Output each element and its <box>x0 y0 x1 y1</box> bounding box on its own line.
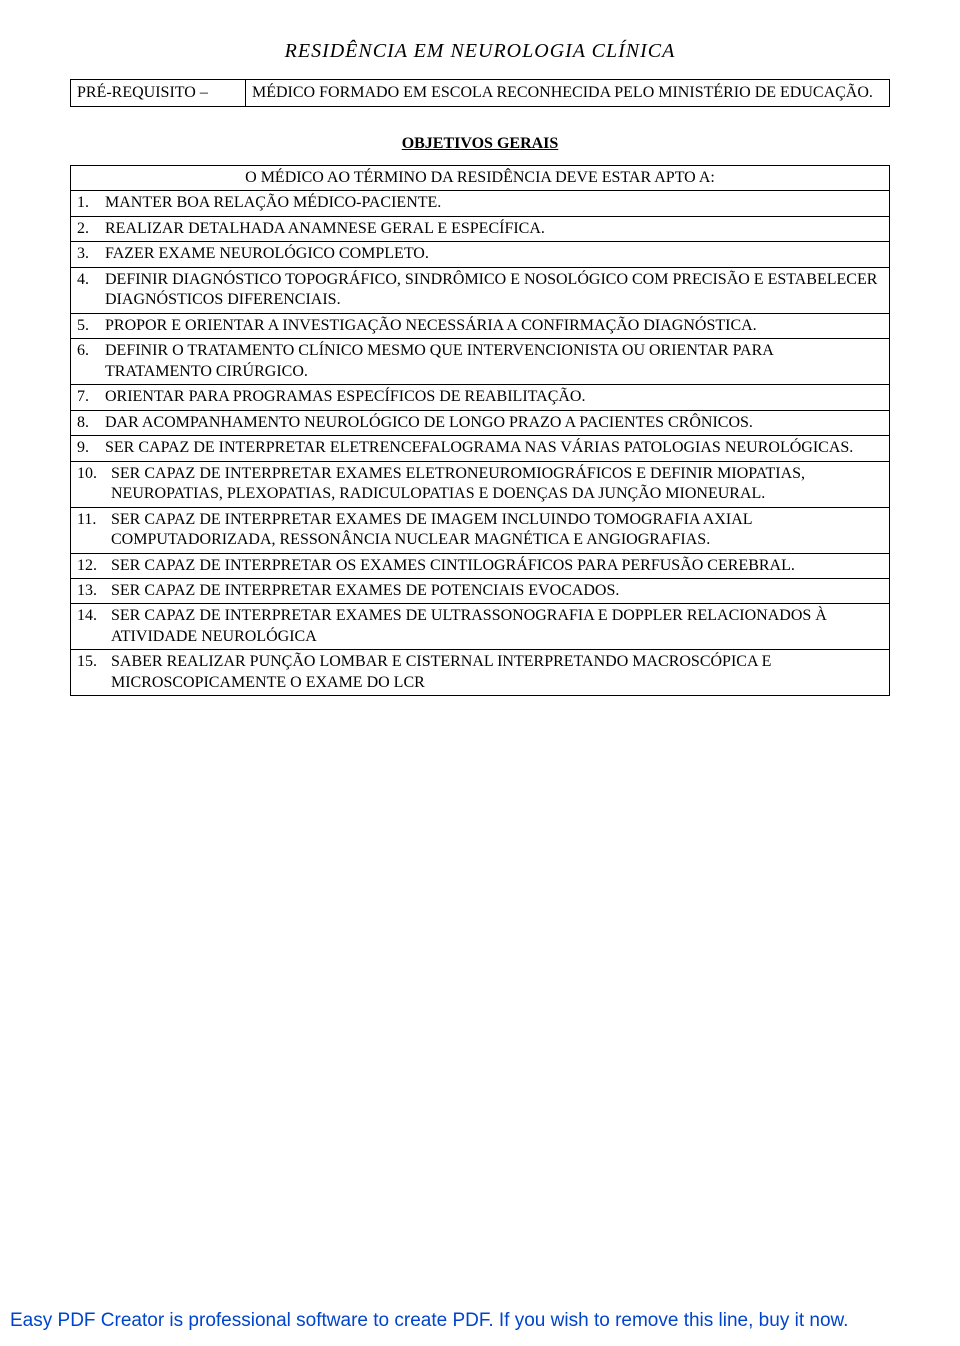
intro-line: O MÉDICO AO TÉRMINO DA RESIDÊNCIA DEVE E… <box>71 166 890 191</box>
section-heading: OBJETIVOS GERAIS <box>70 135 890 153</box>
obj-text: ORIENTAR PARA PROGRAMAS ESPECÍFICOS DE R… <box>105 387 883 407</box>
obj-num: 14. <box>77 606 111 647</box>
table-row: 11.SER CAPAZ DE INTERPRETAR EXAMES DE IM… <box>71 507 890 553</box>
obj-num: 1. <box>77 193 105 213</box>
table-row: 15.SABER REALIZAR PUNÇÃO LOMBAR E CISTER… <box>71 650 890 696</box>
obj-num: 5. <box>77 316 105 336</box>
prereq-label: PRÉ-REQUISITO – <box>71 80 246 107</box>
obj-text: SER CAPAZ DE INTERPRETAR OS EXAMES CINTI… <box>111 556 883 576</box>
obj-num: 7. <box>77 387 105 407</box>
table-row: 8.DAR ACOMPANHAMENTO NEUROLÓGICO DE LONG… <box>71 410 890 435</box>
table-row: 9.SER CAPAZ DE INTERPRETAR ELETRENCEFALO… <box>71 436 890 461</box>
table-row: 1.MANTER BOA RELAÇÃO MÉDICO-PACIENTE. <box>71 191 890 216</box>
prereq-text: MÉDICO FORMADO EM ESCOLA RECONHECIDA PEL… <box>246 80 890 107</box>
obj-num: 10. <box>77 464 111 505</box>
table-row: 4.DEFINIR DIAGNÓSTICO TOPOGRÁFICO, SINDR… <box>71 267 890 313</box>
table-row: 5.PROPOR E ORIENTAR A INVESTIGAÇÃO NECES… <box>71 313 890 338</box>
obj-num: 4. <box>77 270 105 311</box>
obj-num: 15. <box>77 652 111 693</box>
obj-text: DAR ACOMPANHAMENTO NEUROLÓGICO DE LONGO … <box>105 413 883 433</box>
obj-text: SABER REALIZAR PUNÇÃO LOMBAR E CISTERNAL… <box>111 652 883 693</box>
obj-text: SER CAPAZ DE INTERPRETAR EXAMES DE POTEN… <box>111 581 883 601</box>
table-row: 6.DEFINIR O TRATAMENTO CLÍNICO MESMO QUE… <box>71 339 890 385</box>
obj-text: SER CAPAZ DE INTERPRETAR EXAMES DE ULTRA… <box>111 606 883 647</box>
obj-num: 9. <box>77 438 105 458</box>
obj-text: PROPOR E ORIENTAR A INVESTIGAÇÃO NECESSÁ… <box>105 316 883 336</box>
obj-text: SER CAPAZ DE INTERPRETAR ELETRENCEFALOGR… <box>105 438 883 458</box>
table-row: 13.SER CAPAZ DE INTERPRETAR EXAMES DE PO… <box>71 578 890 603</box>
table-row: 10.SER CAPAZ DE INTERPRETAR EXAMES ELETR… <box>71 461 890 507</box>
obj-text: DEFINIR O TRATAMENTO CLÍNICO MESMO QUE I… <box>105 341 883 382</box>
obj-num: 6. <box>77 341 105 382</box>
watermark-footer: Easy PDF Creator is professional softwar… <box>10 1310 848 1332</box>
table-row: 7.ORIENTAR PARA PROGRAMAS ESPECÍFICOS DE… <box>71 385 890 410</box>
obj-text: REALIZAR DETALHADA ANAMNESE GERAL E ESPE… <box>105 219 883 239</box>
obj-num: 12. <box>77 556 111 576</box>
obj-text: DEFINIR DIAGNÓSTICO TOPOGRÁFICO, SINDRÔM… <box>105 270 883 311</box>
table-row: 3.FAZER EXAME NEUROLÓGICO COMPLETO. <box>71 242 890 267</box>
obj-text: SER CAPAZ DE INTERPRETAR EXAMES ELETRONE… <box>111 464 883 505</box>
table-row: 2.REALIZAR DETALHADA ANAMNESE GERAL E ES… <box>71 216 890 241</box>
obj-num: 13. <box>77 581 111 601</box>
obj-text: SER CAPAZ DE INTERPRETAR EXAMES DE IMAGE… <box>111 510 883 551</box>
prereq-table: PRÉ-REQUISITO – MÉDICO FORMADO EM ESCOLA… <box>70 79 890 107</box>
obj-num: 11. <box>77 510 111 551</box>
obj-text: MANTER BOA RELAÇÃO MÉDICO-PACIENTE. <box>105 193 883 213</box>
page-title: RESIDÊNCIA EM NEUROLOGIA CLÍNICA <box>70 40 890 63</box>
obj-text: FAZER EXAME NEUROLÓGICO COMPLETO. <box>105 244 883 264</box>
obj-num: 2. <box>77 219 105 239</box>
table-row: 14.SER CAPAZ DE INTERPRETAR EXAMES DE UL… <box>71 604 890 650</box>
obj-num: 3. <box>77 244 105 264</box>
objectives-table: O MÉDICO AO TÉRMINO DA RESIDÊNCIA DEVE E… <box>70 165 890 696</box>
table-row: 12.SER CAPAZ DE INTERPRETAR OS EXAMES CI… <box>71 553 890 578</box>
obj-num: 8. <box>77 413 105 433</box>
